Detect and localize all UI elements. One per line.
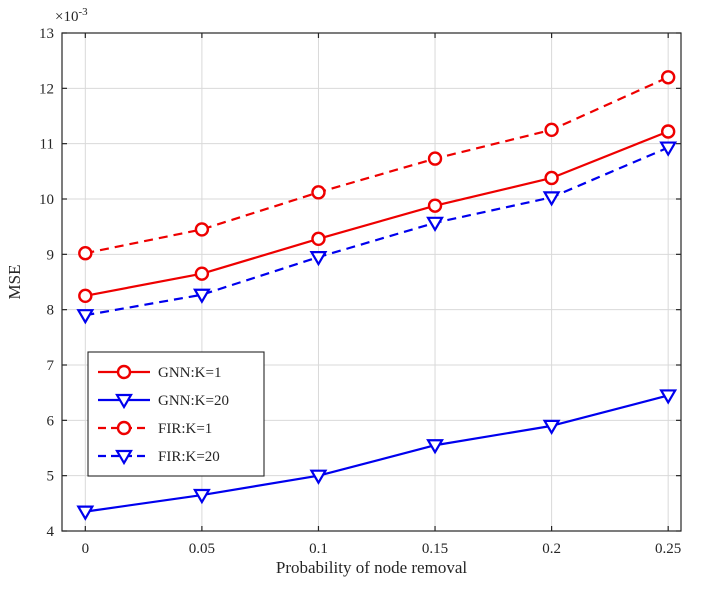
triangle-down-marker bbox=[309, 469, 328, 485]
x-axis-label: Probability of node removal bbox=[276, 558, 467, 577]
circle-marker bbox=[660, 70, 676, 85]
circle-marker bbox=[194, 266, 210, 281]
circle-marker bbox=[116, 420, 132, 436]
axes-box bbox=[61, 32, 682, 532]
triangle-down-marker bbox=[542, 419, 561, 436]
triangle-down-marker bbox=[115, 449, 133, 466]
circle-marker bbox=[660, 124, 676, 139]
legend-entry-label: GNN:K=1 bbox=[158, 365, 221, 381]
circle-marker bbox=[544, 122, 559, 138]
series-line-fir-k-1 bbox=[85, 76, 669, 255]
x-tick-label: 0.05 bbox=[189, 541, 215, 557]
circle-marker bbox=[311, 185, 326, 200]
series-line-gnn-k-1 bbox=[85, 130, 669, 297]
y-tick-label: 7 bbox=[47, 358, 55, 374]
triangle-down-marker bbox=[76, 309, 95, 325]
circle-marker bbox=[116, 364, 132, 380]
series-line-fir-k-20 bbox=[85, 146, 669, 317]
triangle-down-marker bbox=[192, 488, 211, 505]
legend-entry-label: FIR:K=20 bbox=[158, 449, 220, 465]
legend: GNN:K=1 GNN:K=20 FIR:K=1 FIR:K=20 bbox=[87, 351, 265, 477]
circle-marker bbox=[78, 246, 93, 261]
y-tick-label: 5 bbox=[47, 469, 55, 485]
x-tick-label: 0.25 bbox=[655, 541, 681, 557]
legend-entry-label: FIR:K=1 bbox=[158, 421, 212, 437]
circle-marker bbox=[194, 222, 210, 237]
y-tick-label: 6 bbox=[47, 413, 55, 429]
triangle-down-marker bbox=[76, 505, 95, 521]
y-tick-label: 9 bbox=[47, 247, 55, 263]
triangle-down-marker bbox=[426, 216, 444, 232]
y-tick-label: 8 bbox=[47, 303, 55, 319]
y-axis-label: MSE bbox=[5, 265, 24, 300]
y-axis-multiplier: ×10-3 bbox=[55, 6, 88, 25]
triangle-down-marker bbox=[309, 251, 328, 267]
x-tick-label: 0 bbox=[82, 541, 90, 557]
circle-marker bbox=[311, 231, 326, 247]
circle-marker bbox=[427, 151, 443, 166]
y-tick-label: 4 bbox=[47, 524, 55, 540]
legend-entry-label: GNN:K=20 bbox=[158, 393, 229, 409]
circle-marker bbox=[427, 198, 443, 213]
x-tick-label: 0.1 bbox=[309, 541, 328, 557]
circle-marker bbox=[544, 170, 559, 186]
x-tick-label: 0.2 bbox=[542, 541, 561, 557]
y-tick-label: 13 bbox=[39, 26, 54, 42]
y-tick-label: 11 bbox=[40, 137, 54, 153]
x-tick-label: 0.15 bbox=[422, 541, 448, 557]
triangle-down-marker bbox=[659, 141, 678, 157]
circle-marker bbox=[78, 288, 93, 304]
triangle-down-marker bbox=[659, 389, 678, 405]
y-tick-label: 12 bbox=[39, 81, 54, 97]
triangle-down-marker bbox=[115, 393, 133, 410]
series-line-gnn-k-20 bbox=[85, 394, 669, 513]
triangle-down-marker bbox=[426, 439, 444, 455]
triangle-down-marker bbox=[192, 288, 211, 304]
triangle-down-marker bbox=[542, 191, 561, 207]
y-tick-label: 10 bbox=[39, 192, 54, 208]
